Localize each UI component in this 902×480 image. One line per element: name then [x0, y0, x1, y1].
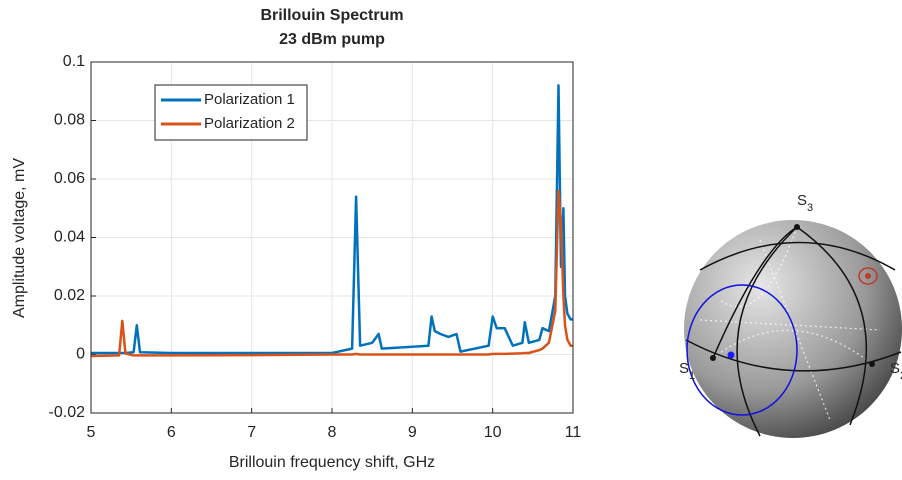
chart-subtitle: 23 dBm pump — [279, 31, 385, 48]
label-main: S — [890, 360, 900, 377]
y-axis-label: Amplitude voltage, mV — [11, 158, 28, 318]
x-tick-label: 8 — [328, 424, 337, 441]
label-main: S — [679, 360, 689, 377]
y-tick-label: 0.02 — [54, 287, 85, 304]
x-tick-label: 11 — [565, 424, 582, 441]
label-sub: 3 — [807, 202, 813, 214]
y-tick-label: 0.1 — [63, 53, 85, 70]
legend-label: Polarization 1 — [204, 91, 295, 108]
label-main: S — [797, 192, 807, 209]
sphere — [684, 220, 902, 438]
s1-point — [710, 355, 716, 361]
x-tick-label: 5 — [87, 424, 96, 441]
y-tick-label: -0.02 — [49, 404, 86, 421]
chart-title: Brillouin Spectrum — [260, 7, 403, 24]
s3-point — [794, 224, 800, 230]
s2-point — [869, 361, 875, 367]
red-point — [865, 273, 871, 279]
y-tick-label: 0.06 — [54, 170, 85, 187]
y-tick-label: 0 — [76, 346, 85, 363]
blue-point — [728, 352, 735, 359]
poincare-sphere: S3 S1 S2 — [679, 192, 902, 438]
y-tick-label: 0.08 — [54, 112, 85, 129]
label-sub: 1 — [689, 370, 695, 382]
x-tick-label: 6 — [167, 424, 176, 441]
y-tick-label: 0.04 — [54, 229, 85, 246]
figure: Brillouin Spectrum 23 dBm pump Brillouin… — [0, 0, 902, 475]
x-axis-label: Brillouin frequency shift, GHz — [229, 454, 435, 471]
x-tick-label: 7 — [247, 424, 256, 441]
x-tick-label: 9 — [408, 424, 417, 441]
plot-area: -0.02 0 0.02 0.04 0.06 0.08 0.1 5 6 7 8 9 10 11 Polari… — [49, 53, 582, 441]
s2-label: S2 — [890, 360, 902, 382]
s3-label: S3 — [797, 192, 813, 214]
x-tick-label: 10 — [484, 424, 502, 441]
legend-label: Polarization 2 — [204, 115, 295, 132]
